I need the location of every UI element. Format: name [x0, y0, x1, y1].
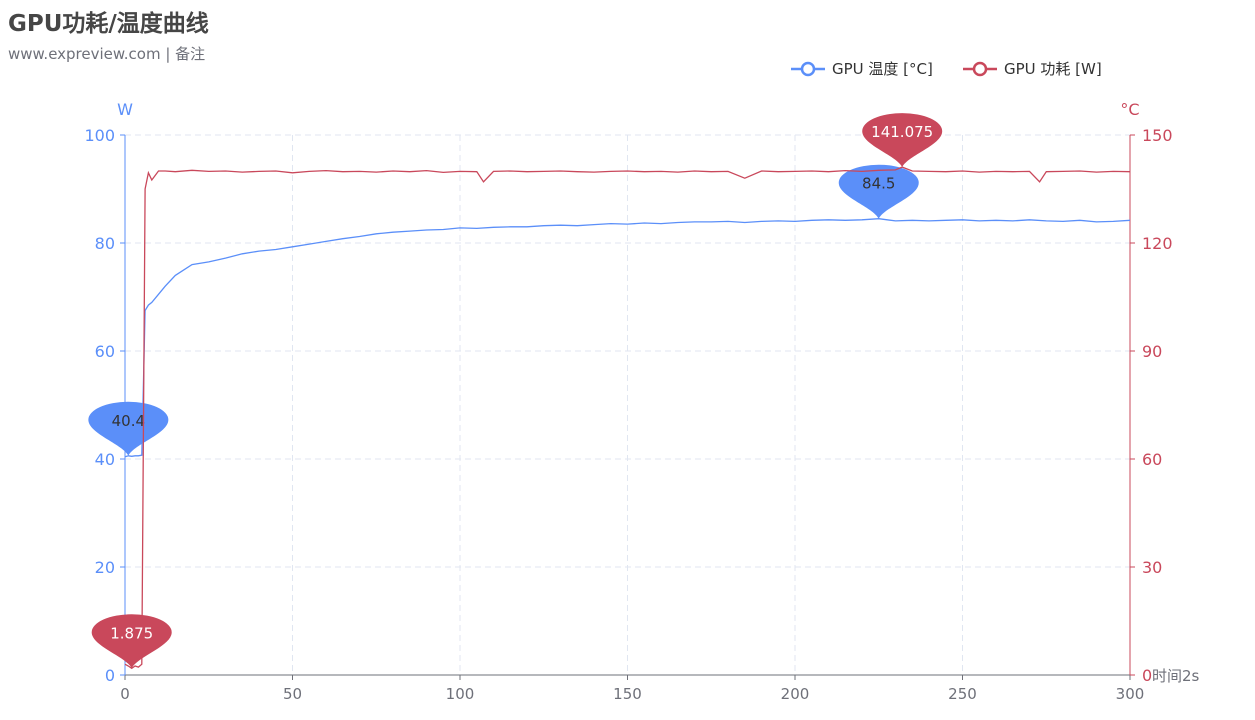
chart-subtitle: www.expreview.com | 备注	[8, 45, 206, 63]
chart-title: GPU功耗/温度曲线	[8, 11, 209, 37]
marker-pin-max	[838, 164, 919, 219]
x-axis-label: 时间2s	[1152, 667, 1200, 685]
legend-item-power[interactable]: GPU 功耗 [W]	[962, 58, 1102, 79]
y-left-axis-label: W	[117, 100, 133, 119]
x-tick-label: 150	[613, 685, 642, 703]
y-left-tick-label: 60	[95, 342, 115, 361]
y-right-tick-label: 150	[1142, 126, 1173, 145]
y-left-tick-label: 40	[95, 450, 115, 469]
legend-item-temperature[interactable]: GPU 温度 [°C]	[790, 58, 933, 79]
y-right-tick-label: 0	[1142, 666, 1152, 685]
marker-label-max: 141.075	[871, 123, 933, 141]
y-left-tick-label: 0	[105, 666, 115, 685]
legend-power-icon	[963, 61, 997, 76]
y-right-tick-label: 30	[1142, 558, 1162, 577]
x-tick-label: 250	[948, 685, 977, 703]
series-line-temperature	[124, 218, 1131, 458]
legend-temperature-icon	[791, 61, 825, 76]
marker-pin-max	[862, 113, 943, 168]
y-left-tick-label: 80	[95, 234, 115, 253]
marker-label-max: 84.5	[862, 175, 895, 193]
x-tick-label: 200	[781, 685, 810, 703]
x-tick-label: 50	[283, 685, 302, 703]
y-right-tick-label: 60	[1142, 450, 1162, 469]
legend-label: GPU 温度 [°C]	[832, 60, 933, 78]
y-left-tick-label: 100	[84, 126, 115, 145]
marker-label-min: 1.875	[110, 624, 153, 642]
x-tick-label: 300	[1116, 685, 1145, 703]
x-tick-label: 100	[446, 685, 475, 703]
series-line-power	[124, 166, 1131, 670]
marker-label-min: 40.4	[112, 412, 145, 430]
y-right-tick-label: 120	[1142, 234, 1173, 253]
marker-pin-min	[88, 401, 169, 456]
y-right-axis-label: °C	[1120, 100, 1139, 119]
x-tick-label: 0	[120, 685, 130, 703]
marker-pin-min	[91, 614, 172, 669]
legend-label: GPU 功耗 [W]	[1004, 60, 1102, 78]
y-right-tick-label: 90	[1142, 342, 1162, 361]
y-left-tick-label: 20	[95, 558, 115, 577]
